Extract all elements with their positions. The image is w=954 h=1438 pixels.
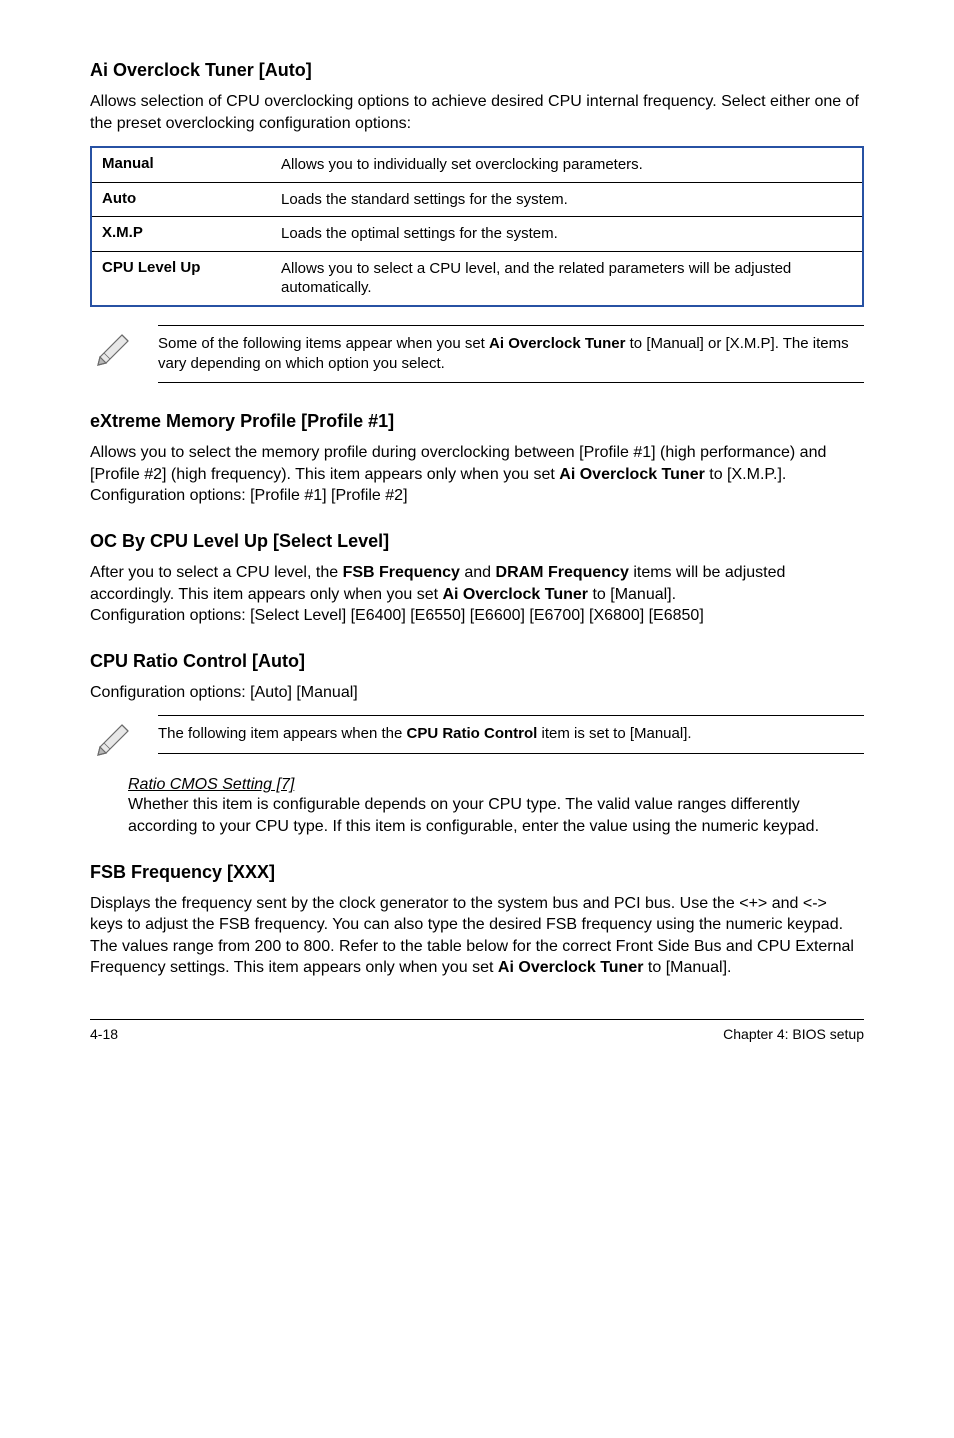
option-value: Loads the standard settings for the syst… (271, 182, 863, 217)
section-extreme-memory: eXtreme Memory Profile [Profile #1] Allo… (90, 411, 864, 507)
section-oc-level-up: OC By CPU Level Up [Select Level] After … (90, 531, 864, 627)
table-row: X.M.P Loads the optimal settings for the… (91, 217, 863, 252)
page-footer: 4-18 Chapter 4: BIOS setup (90, 1019, 864, 1042)
note-block: Some of the following items appear when … (90, 325, 864, 384)
page-number: 4-18 (90, 1026, 118, 1042)
paragraph: Allows selection of CPU overclocking opt… (90, 91, 864, 134)
sub-heading: Ratio CMOS Setting [7] (128, 776, 864, 794)
section-ai-overclock: Ai Overclock Tuner [Auto] Allows selecti… (90, 60, 864, 383)
option-key: X.M.P (91, 217, 271, 252)
note-text-wrap: Some of the following items appear when … (158, 325, 864, 384)
table-row: CPU Level Up Allows you to select a CPU … (91, 251, 863, 306)
heading: CPU Ratio Control [Auto] (90, 651, 864, 672)
heading: OC By CPU Level Up [Select Level] (90, 531, 864, 552)
note-text-wrap: The following item appears when the CPU … (158, 715, 864, 753)
section-cpu-ratio: CPU Ratio Control [Auto] Configuration o… (90, 651, 864, 838)
options-table: Manual Allows you to individually set ov… (90, 146, 864, 307)
table-row: Manual Allows you to individually set ov… (91, 147, 863, 182)
paragraph: Displays the frequency sent by the clock… (90, 893, 864, 979)
paragraph: Allows you to select the memory profile … (90, 442, 864, 507)
note-text: Some of the following items appear when … (158, 335, 849, 372)
option-value: Loads the optimal settings for the syste… (271, 217, 863, 252)
pencil-note-icon (94, 325, 136, 372)
option-key: CPU Level Up (91, 251, 271, 306)
option-key: Auto (91, 182, 271, 217)
option-value: Allows you to select a CPU level, and th… (271, 251, 863, 306)
paragraph: Configuration options: [Auto] [Manual] (90, 682, 864, 704)
option-value: Allows you to individually set overclock… (271, 147, 863, 182)
note-text: The following item appears when the CPU … (158, 725, 692, 742)
table-row: Auto Loads the standard settings for the… (91, 182, 863, 217)
paragraph: After you to select a CPU level, the FSB… (90, 562, 864, 627)
sub-paragraph: Whether this item is configurable depend… (128, 794, 864, 837)
pencil-note-icon (94, 715, 136, 762)
heading: eXtreme Memory Profile [Profile #1] (90, 411, 864, 432)
section-fsb-frequency: FSB Frequency [XXX] Displays the frequen… (90, 862, 864, 979)
note-block: The following item appears when the CPU … (90, 715, 864, 762)
chapter-label: Chapter 4: BIOS setup (723, 1026, 864, 1042)
heading: FSB Frequency [XXX] (90, 862, 864, 883)
heading: Ai Overclock Tuner [Auto] (90, 60, 864, 81)
option-key: Manual (91, 147, 271, 182)
